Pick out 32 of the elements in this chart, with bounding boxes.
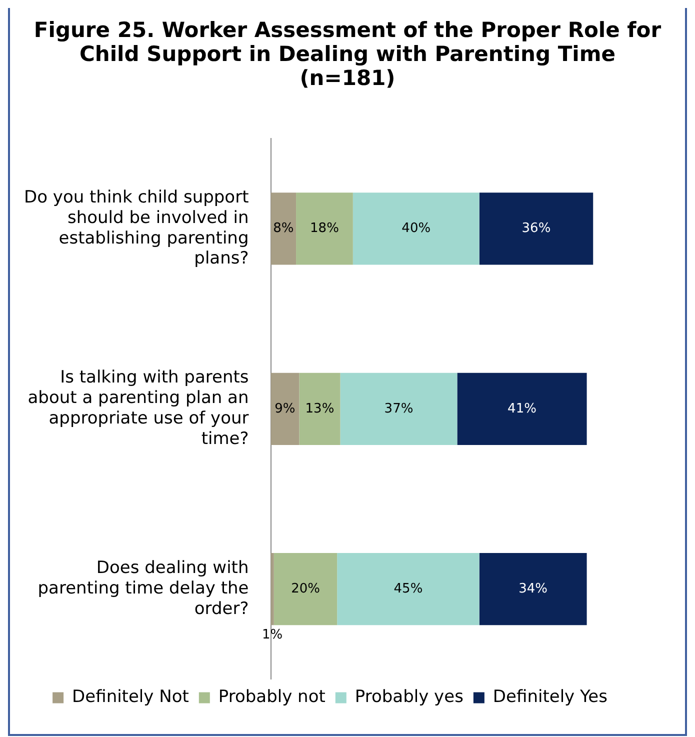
y-tick-label: Is talking with parents about a parenting plan an appropriate use of your time? xyxy=(28,368,249,449)
data-label: 8% xyxy=(273,221,294,236)
data-label: 18% xyxy=(310,221,339,236)
chart-title: Figure 25. Worker Assessment of the Proper Role for Child Support in Dealing with Parenting Time (n=181) xyxy=(32,17,662,92)
data-label: 45% xyxy=(394,581,423,596)
data-label: 13% xyxy=(305,401,334,416)
data-label: 34% xyxy=(518,581,548,596)
bar xyxy=(340,372,458,445)
bar xyxy=(296,192,353,265)
legend-label: Probably yes xyxy=(354,687,464,708)
bar xyxy=(270,192,296,265)
legend-label: Definitely Not xyxy=(72,687,190,708)
data-label: 1% xyxy=(262,628,283,643)
data-label: 41% xyxy=(508,401,536,416)
data-label: 36% xyxy=(522,221,551,236)
bar xyxy=(299,372,340,445)
y-tick-label: Do you think child support should be involved in establishing parenting plans? xyxy=(24,188,250,269)
bar xyxy=(274,553,338,626)
data-label: 20% xyxy=(291,581,320,596)
bar xyxy=(479,553,587,626)
bar xyxy=(270,372,300,445)
legend-label: Probably not xyxy=(218,687,326,708)
data-label: 40% xyxy=(402,221,431,236)
bar xyxy=(270,553,274,626)
legend-label: Definitely Yes xyxy=(492,687,608,708)
y-tick-label: Does dealing with parenting time delay the order? xyxy=(38,558,249,619)
bar xyxy=(479,192,594,265)
bar xyxy=(352,192,480,265)
data-label: 9% xyxy=(274,401,296,416)
data-label: 37% xyxy=(384,401,414,416)
bar xyxy=(457,372,587,445)
bar xyxy=(337,553,480,626)
